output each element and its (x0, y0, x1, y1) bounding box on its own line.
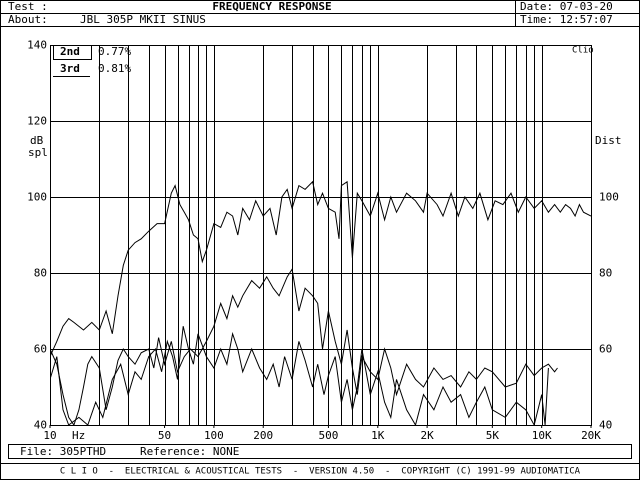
x-tick-label: 500 (319, 429, 339, 442)
x-tick-label: 1K (371, 429, 385, 442)
reference: Reference: NONE (140, 445, 239, 458)
file-box (8, 444, 632, 459)
curve (50, 326, 549, 425)
y2-label: Dist (595, 134, 622, 147)
y-label: spl (28, 146, 48, 159)
y2-tick-label: 100 (599, 191, 619, 204)
y-tick-label: 120 (27, 115, 47, 128)
curve (50, 180, 591, 357)
legend-level: 0.81% (98, 62, 131, 75)
device: JBL 305P MKII SINUS (80, 13, 206, 26)
y-tick-label: 80 (34, 267, 47, 280)
y-tick-label: 60 (34, 343, 47, 356)
legend-box (53, 45, 92, 60)
about-label: About: (8, 13, 48, 26)
y-tick-label: 100 (27, 191, 47, 204)
date: Date: 07-03-20 (520, 0, 613, 13)
x-tick-label: 5K (486, 429, 500, 442)
y2-tick-label: 80 (599, 267, 612, 280)
y-tick-label: 40 (34, 419, 47, 432)
plot-frame (50, 45, 592, 426)
legend-name: 3rd (60, 62, 80, 75)
title: FREQUENCY RESPONSE (212, 0, 331, 13)
x-tick-label: 200 (253, 429, 273, 442)
y-tick-label: 140 (27, 39, 47, 52)
x-label: Hz (72, 429, 85, 442)
x-tick-label: 10K (532, 429, 552, 442)
y2-tick-label: 40 (599, 419, 612, 432)
legend-name: 2nd (60, 45, 80, 58)
curves (50, 180, 591, 425)
x-tick-label: 50 (158, 429, 171, 442)
y2-tick-label: 60 (599, 343, 612, 356)
x-tick-label: 10 (43, 429, 56, 442)
x-tick-label: 100 (204, 429, 224, 442)
file: File: 305PTHD (20, 445, 106, 458)
y-label: dB (30, 134, 44, 147)
legend-level: 0.77% (98, 45, 131, 58)
curve (50, 267, 558, 425)
copyright: C L I O - ELECTRICAL & ACOUSTICAL TESTS … (60, 467, 581, 477)
test-label: Test : (8, 0, 48, 13)
x-tick-label: 20K (581, 429, 601, 442)
brand: Clio (572, 46, 594, 56)
time: Time: 12:57:07 (520, 13, 613, 26)
x-tick-label: 2K (420, 429, 434, 442)
